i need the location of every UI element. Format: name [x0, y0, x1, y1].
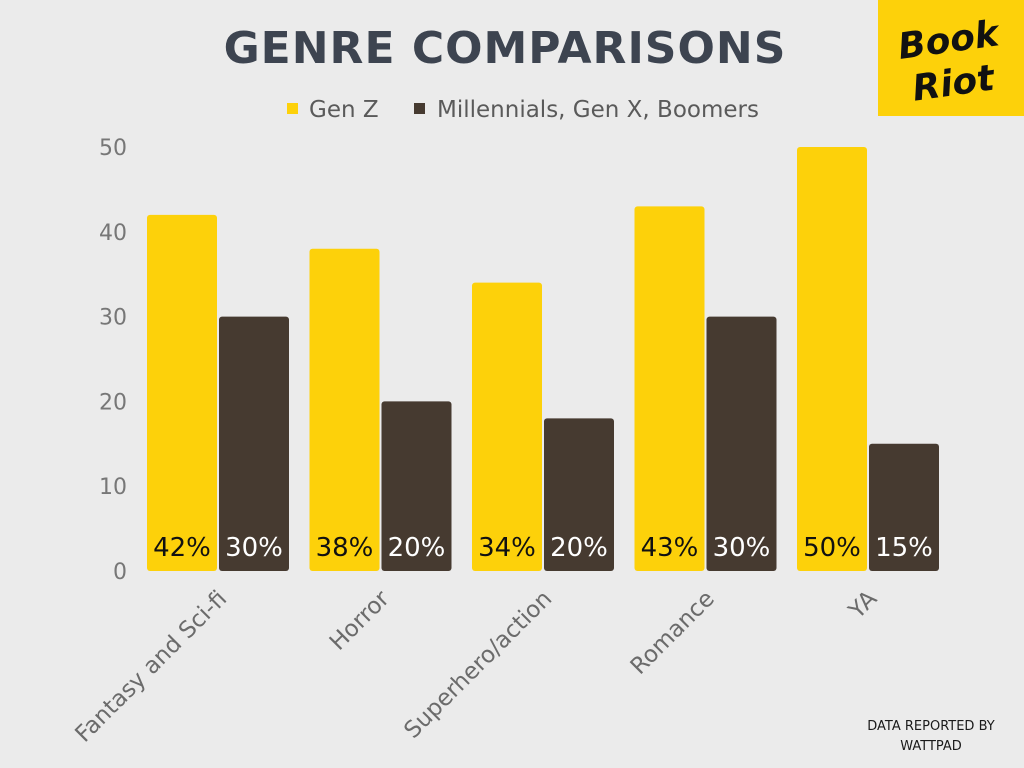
data-labels: 42% 30% 38% 20% 34% 20% 43% 30% 50% 15%	[153, 533, 933, 563]
bar-ya-older-generations	[869, 443, 939, 571]
y-axis: 0 10 20 30 40 50	[99, 136, 127, 585]
legend-swatch-gen-z	[287, 103, 298, 114]
bar-horror-older-generations	[381, 401, 452, 571]
data-label-horror-older-generations: 20%	[388, 533, 446, 563]
data-label-fantasy-and-sci-fi-gen-z: 42%	[153, 533, 211, 563]
legend-label-older-generations: Millennials, Gen X, Boomers	[437, 97, 759, 123]
legend-label-gen-z: Gen Z	[309, 97, 379, 123]
source-note: DATA REPORTED BY WATTPAD	[867, 719, 995, 754]
bar-ya-gen-z	[797, 147, 867, 571]
bar-superhero-action-gen-z	[472, 282, 542, 571]
data-label-ya-older-generations: 15%	[875, 533, 933, 563]
data-label-romance-older-generations: 30%	[713, 533, 771, 563]
legend-swatch-older-generations	[414, 103, 425, 114]
bars	[147, 147, 939, 572]
y-tick-label: 40	[99, 221, 127, 246]
x-tick-label-fantasy-and-sci-fi: Fantasy and Sci-fi	[70, 586, 232, 748]
x-tick-label-horror: Horror	[325, 585, 395, 655]
y-tick-label: 50	[99, 136, 127, 161]
x-tick-label-ya: YA	[843, 586, 882, 625]
source-note-line-2: WATTPAD	[900, 739, 962, 754]
logo-background	[878, 0, 1024, 116]
bar-romance-gen-z	[634, 206, 705, 572]
data-label-superhero-action-older-generations: 20%	[550, 533, 608, 563]
bar-fantasy-and-sci-fi-gen-z	[147, 214, 217, 571]
logo: Book Riot	[878, 0, 1024, 116]
data-label-ya-gen-z: 50%	[803, 533, 861, 563]
legend: Gen Z Millennials, Gen X, Boomers	[287, 97, 759, 123]
data-label-superhero-action-gen-z: 34%	[478, 533, 536, 563]
bar-superhero-action-older-generations	[544, 418, 614, 571]
x-tick-label-romance: Romance	[626, 586, 720, 680]
x-axis: Fantasy and Sci-fi Horror Superhero/action…	[70, 585, 882, 747]
bar-romance-older-generations	[706, 316, 777, 571]
y-tick-label: 20	[99, 390, 127, 415]
data-label-romance-gen-z: 43%	[641, 533, 699, 563]
y-tick-label: 0	[113, 560, 127, 585]
x-tick-label-superhero-action: Superhero/action	[399, 586, 557, 744]
data-label-horror-gen-z: 38%	[316, 533, 374, 563]
y-tick-label: 30	[99, 306, 127, 331]
bar-fantasy-and-sci-fi-older-generations	[219, 316, 289, 571]
chart-title: GENRE COMPARISONS	[224, 23, 787, 74]
bar-horror-gen-z	[309, 248, 380, 571]
source-note-line-1: DATA REPORTED BY	[867, 719, 995, 734]
data-label-fantasy-and-sci-fi-older-generations: 30%	[225, 533, 283, 563]
y-tick-label: 10	[99, 475, 127, 500]
